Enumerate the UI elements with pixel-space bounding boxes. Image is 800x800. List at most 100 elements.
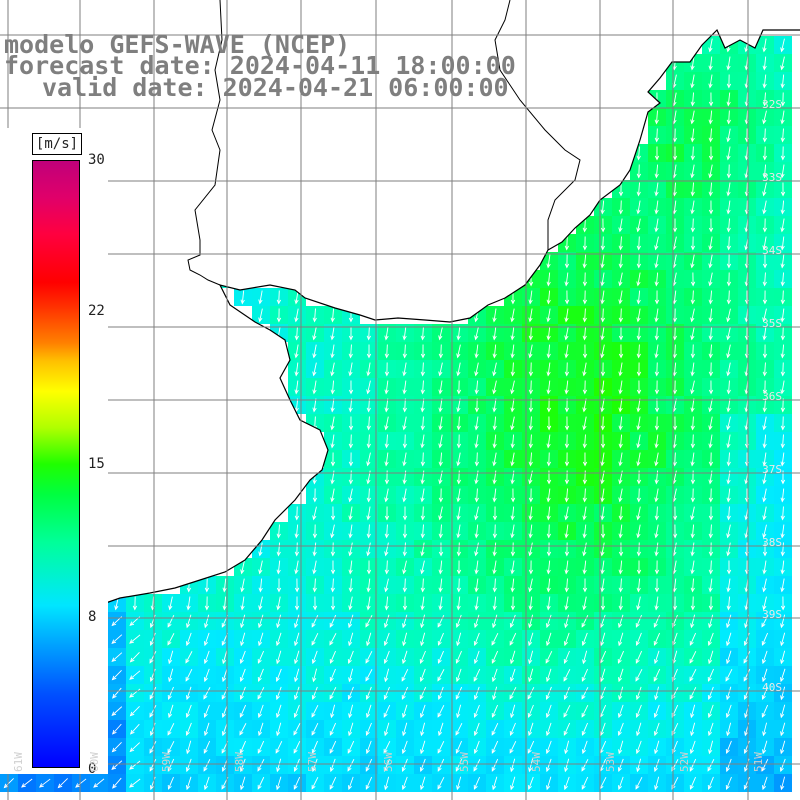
wind-arrow (510, 380, 515, 395)
wind-arrow (762, 596, 767, 611)
wind-arrow (111, 706, 123, 717)
wind-arrow (654, 218, 659, 233)
wind-arrow (654, 110, 659, 125)
wind-arrow (708, 416, 713, 431)
wind-arrow (653, 668, 661, 682)
wind-arrow (149, 740, 157, 754)
wind-arrow (330, 380, 335, 395)
wind-arrow (492, 452, 497, 467)
wind-arrow (330, 362, 335, 377)
wind-arrow (617, 650, 625, 664)
wind-arrow (384, 434, 389, 449)
wind-arrow (582, 416, 587, 431)
wind-arrow (672, 326, 678, 341)
wind-arrow (708, 344, 713, 359)
wind-arrow (654, 128, 659, 143)
wind-arrow (654, 182, 659, 197)
wind-arrow (348, 380, 354, 395)
wind-arrow (726, 344, 731, 359)
wind-arrow (564, 344, 569, 359)
wind-arrow (492, 686, 498, 701)
wind-arrow (365, 758, 373, 772)
wind-arrow (203, 668, 210, 683)
wind-arrow (546, 668, 552, 683)
wind-arrow (708, 326, 713, 341)
wind-arrow (672, 344, 677, 359)
wind-arrow (780, 506, 785, 521)
wind-arrow (129, 742, 141, 753)
wind-arrow (726, 254, 732, 269)
wind-arrow (545, 686, 552, 700)
wind-arrow (473, 704, 480, 718)
wind-arrow (204, 722, 210, 737)
wind-arrow (347, 776, 354, 791)
wind-arrow (456, 416, 461, 431)
wind-arrow (600, 362, 606, 377)
wind-arrow (437, 740, 445, 754)
wind-arrow (366, 434, 371, 449)
wind-arrow (690, 272, 696, 287)
wind-arrow (564, 596, 569, 611)
wind-arrow (780, 74, 785, 89)
wind-arrow (168, 668, 174, 683)
wind-arrow (708, 146, 714, 161)
wind-arrow (492, 416, 497, 431)
wind-arrow (762, 578, 767, 593)
wind-arrow (312, 362, 317, 377)
wind-arrow (402, 506, 408, 521)
wind-arrow (762, 236, 767, 251)
wind-arrow (690, 452, 695, 467)
wind-arrow (330, 506, 336, 521)
latitude-label: 35S (762, 317, 782, 330)
wind-arrow (257, 776, 265, 790)
wind-arrow (366, 596, 371, 611)
wind-arrow (654, 200, 659, 215)
wind-arrow (276, 290, 282, 305)
wind-arrow (654, 560, 660, 575)
wind-arrow (528, 542, 533, 557)
wind-arrow (239, 650, 246, 665)
wind-arrow (708, 254, 713, 269)
wind-arrow (492, 344, 497, 359)
wind-arrow (510, 434, 515, 449)
wind-arrow (762, 524, 767, 539)
wind-arrow (636, 596, 641, 611)
wind-arrow (473, 686, 480, 701)
wind-arrow (528, 362, 534, 377)
wind-arrow (726, 596, 731, 611)
wind-arrow (726, 362, 731, 377)
wind-arrow (384, 776, 390, 791)
wind-arrow (474, 434, 479, 449)
wind-arrow (456, 578, 462, 593)
wind-arrow (510, 506, 515, 521)
wind-arrow (419, 686, 427, 700)
wind-arrow (293, 686, 300, 701)
wind-arrow (653, 758, 660, 773)
wind-arrow (618, 236, 623, 251)
wind-arrow (708, 506, 714, 521)
wind-arrow (780, 722, 786, 737)
wind-arrow (600, 542, 605, 557)
wind-arrow (221, 722, 228, 737)
wind-arrow (690, 56, 695, 71)
wind-arrow (330, 416, 335, 431)
wind-arrow (743, 668, 751, 682)
wind-arrow (762, 560, 767, 575)
wind-arrow (726, 524, 731, 539)
wind-arrow (129, 760, 141, 770)
wind-arrow (455, 758, 463, 772)
latitude-label: 32S (762, 98, 782, 111)
wind-arrow (618, 506, 623, 521)
wind-arrow (365, 686, 372, 701)
wind-arrow (654, 776, 660, 791)
wind-arrow (275, 668, 282, 683)
wind-arrow (420, 596, 425, 611)
wind-arrow (510, 650, 516, 665)
wind-arrow (689, 740, 696, 755)
wind-arrow (204, 578, 210, 593)
wind-arrow (582, 434, 587, 449)
wind-arrow (438, 362, 443, 377)
wind-arrow (600, 380, 605, 395)
wind-arrow (708, 542, 714, 557)
wind-arrow (383, 686, 390, 700)
